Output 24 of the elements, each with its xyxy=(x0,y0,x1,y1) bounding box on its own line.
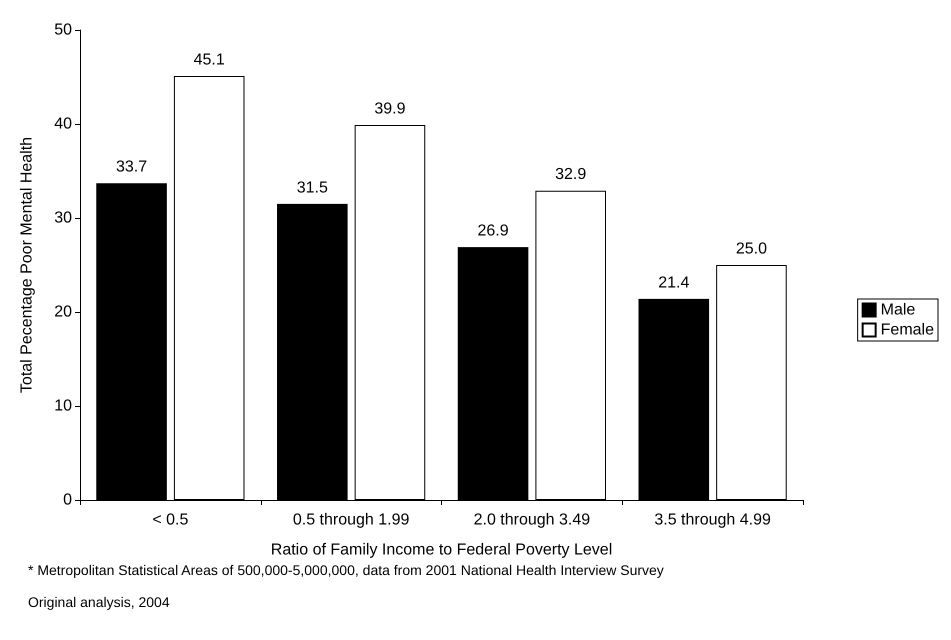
x-tick-label: 2.0 through 3.49 xyxy=(474,512,590,528)
data-label: 21.4 xyxy=(658,274,690,292)
x-tick-label: 0.5 through 1.99 xyxy=(292,512,410,528)
y-tick-label: 10 xyxy=(54,398,72,414)
y-tick-label: 0 xyxy=(63,492,72,508)
legend-label: Male xyxy=(880,302,916,318)
text: * Metropolitan Statistical Areas of 500,000-5,000,000, data from 2001 National Health Interview Survey xyxy=(28,562,664,578)
data-label: 31.5 xyxy=(296,179,328,196)
data-label: 32.9 xyxy=(555,166,586,184)
data-label: 45.1 xyxy=(194,52,225,69)
y-tick-label: 40 xyxy=(54,116,72,132)
y-axis-title: Total Pecentage Poor Mental Health xyxy=(18,136,36,394)
data-label: 39.9 xyxy=(374,100,406,118)
y-tick-label: 30 xyxy=(54,210,72,226)
y-tick-label: 20 xyxy=(54,304,72,320)
text: Original analysis, 2004 xyxy=(28,594,170,610)
x-tick-label: 3.5 through 4.99 xyxy=(654,512,771,528)
y-tick-label: 50 xyxy=(54,22,72,38)
data-label: 33.7 xyxy=(116,158,148,176)
legend-label: Female xyxy=(880,322,934,338)
data-label: 26.9 xyxy=(477,222,509,240)
x-tick-label: < 0.5 xyxy=(152,512,188,528)
data-label: 25.0 xyxy=(736,240,768,258)
x-axis-title: Ratio of Family Income to Federal Poverty Level xyxy=(270,542,612,558)
